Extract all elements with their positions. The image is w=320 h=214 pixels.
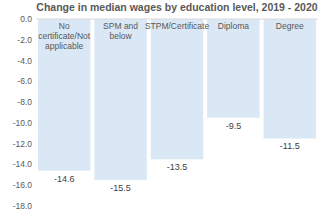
page: {"chart_data": {"type": "bar", "title": …: [0, 0, 320, 214]
x-tick-label-line: below: [109, 31, 132, 41]
y-tick-label: 0.0: [20, 14, 32, 24]
x-tick-label-line: SPM and: [103, 21, 138, 31]
y-tick-label: -4.0: [17, 56, 32, 66]
bar: [207, 19, 259, 118]
y-tick: [33, 143, 36, 144]
bars: [38, 19, 316, 180]
y-tick-label: -2.0: [17, 35, 32, 45]
y-tick-label: -14.0: [13, 159, 33, 169]
chart-container: Change in median wages by education leve…: [0, 0, 320, 214]
x-tick-label-line: STPM/Certificate: [145, 21, 210, 31]
x-tick-label-line: No: [59, 21, 70, 31]
y-tick: [33, 39, 36, 40]
x-tick-label-line: applicable: [45, 41, 84, 51]
y-tick: [33, 164, 36, 165]
data-label: -14.6: [54, 174, 75, 184]
y-tick-label: -6.0: [17, 76, 32, 86]
bar: [264, 19, 316, 138]
chart-title: Change in median wages by education leve…: [36, 1, 317, 13]
x-tick-label: SPM andbelow: [103, 21, 138, 41]
x-tick-label: Nocertificate/Notapplicable: [38, 21, 91, 51]
y-tick: [33, 206, 36, 207]
data-label: -15.5: [110, 183, 131, 193]
y-tick: [33, 19, 36, 20]
y-tick-label: -8.0: [17, 97, 32, 107]
x-tick-label-line: certificate/Not: [38, 31, 91, 41]
x-tick-label-line: Diploma: [218, 21, 249, 31]
bar: [38, 19, 90, 171]
y-tick-label: -18.0: [13, 201, 33, 211]
y-tick: [33, 185, 36, 186]
background: [0, 0, 320, 214]
data-label: -13.5: [167, 162, 188, 172]
y-tick-label: -10.0: [13, 118, 33, 128]
y-tick: [33, 122, 36, 123]
chart-svg: Change in median wages by education leve…: [0, 0, 320, 214]
data-label: -11.5: [280, 141, 300, 151]
bar: [94, 19, 146, 180]
y-tick-label: -16.0: [13, 180, 33, 190]
x-tick-label-line: Degree: [276, 21, 304, 31]
y-tick: [33, 60, 36, 61]
x-tick-label: Degree: [276, 21, 304, 31]
x-tick-label: STPM/Certificate: [145, 21, 210, 31]
bar: [151, 19, 203, 159]
x-tick-label: Diploma: [218, 21, 249, 31]
y-tick: [33, 102, 36, 103]
y-tick-label: -12.0: [13, 139, 33, 149]
y-tick: [33, 81, 36, 82]
x-axis-line: [36, 19, 318, 20]
data-label: -9.5: [226, 121, 242, 131]
